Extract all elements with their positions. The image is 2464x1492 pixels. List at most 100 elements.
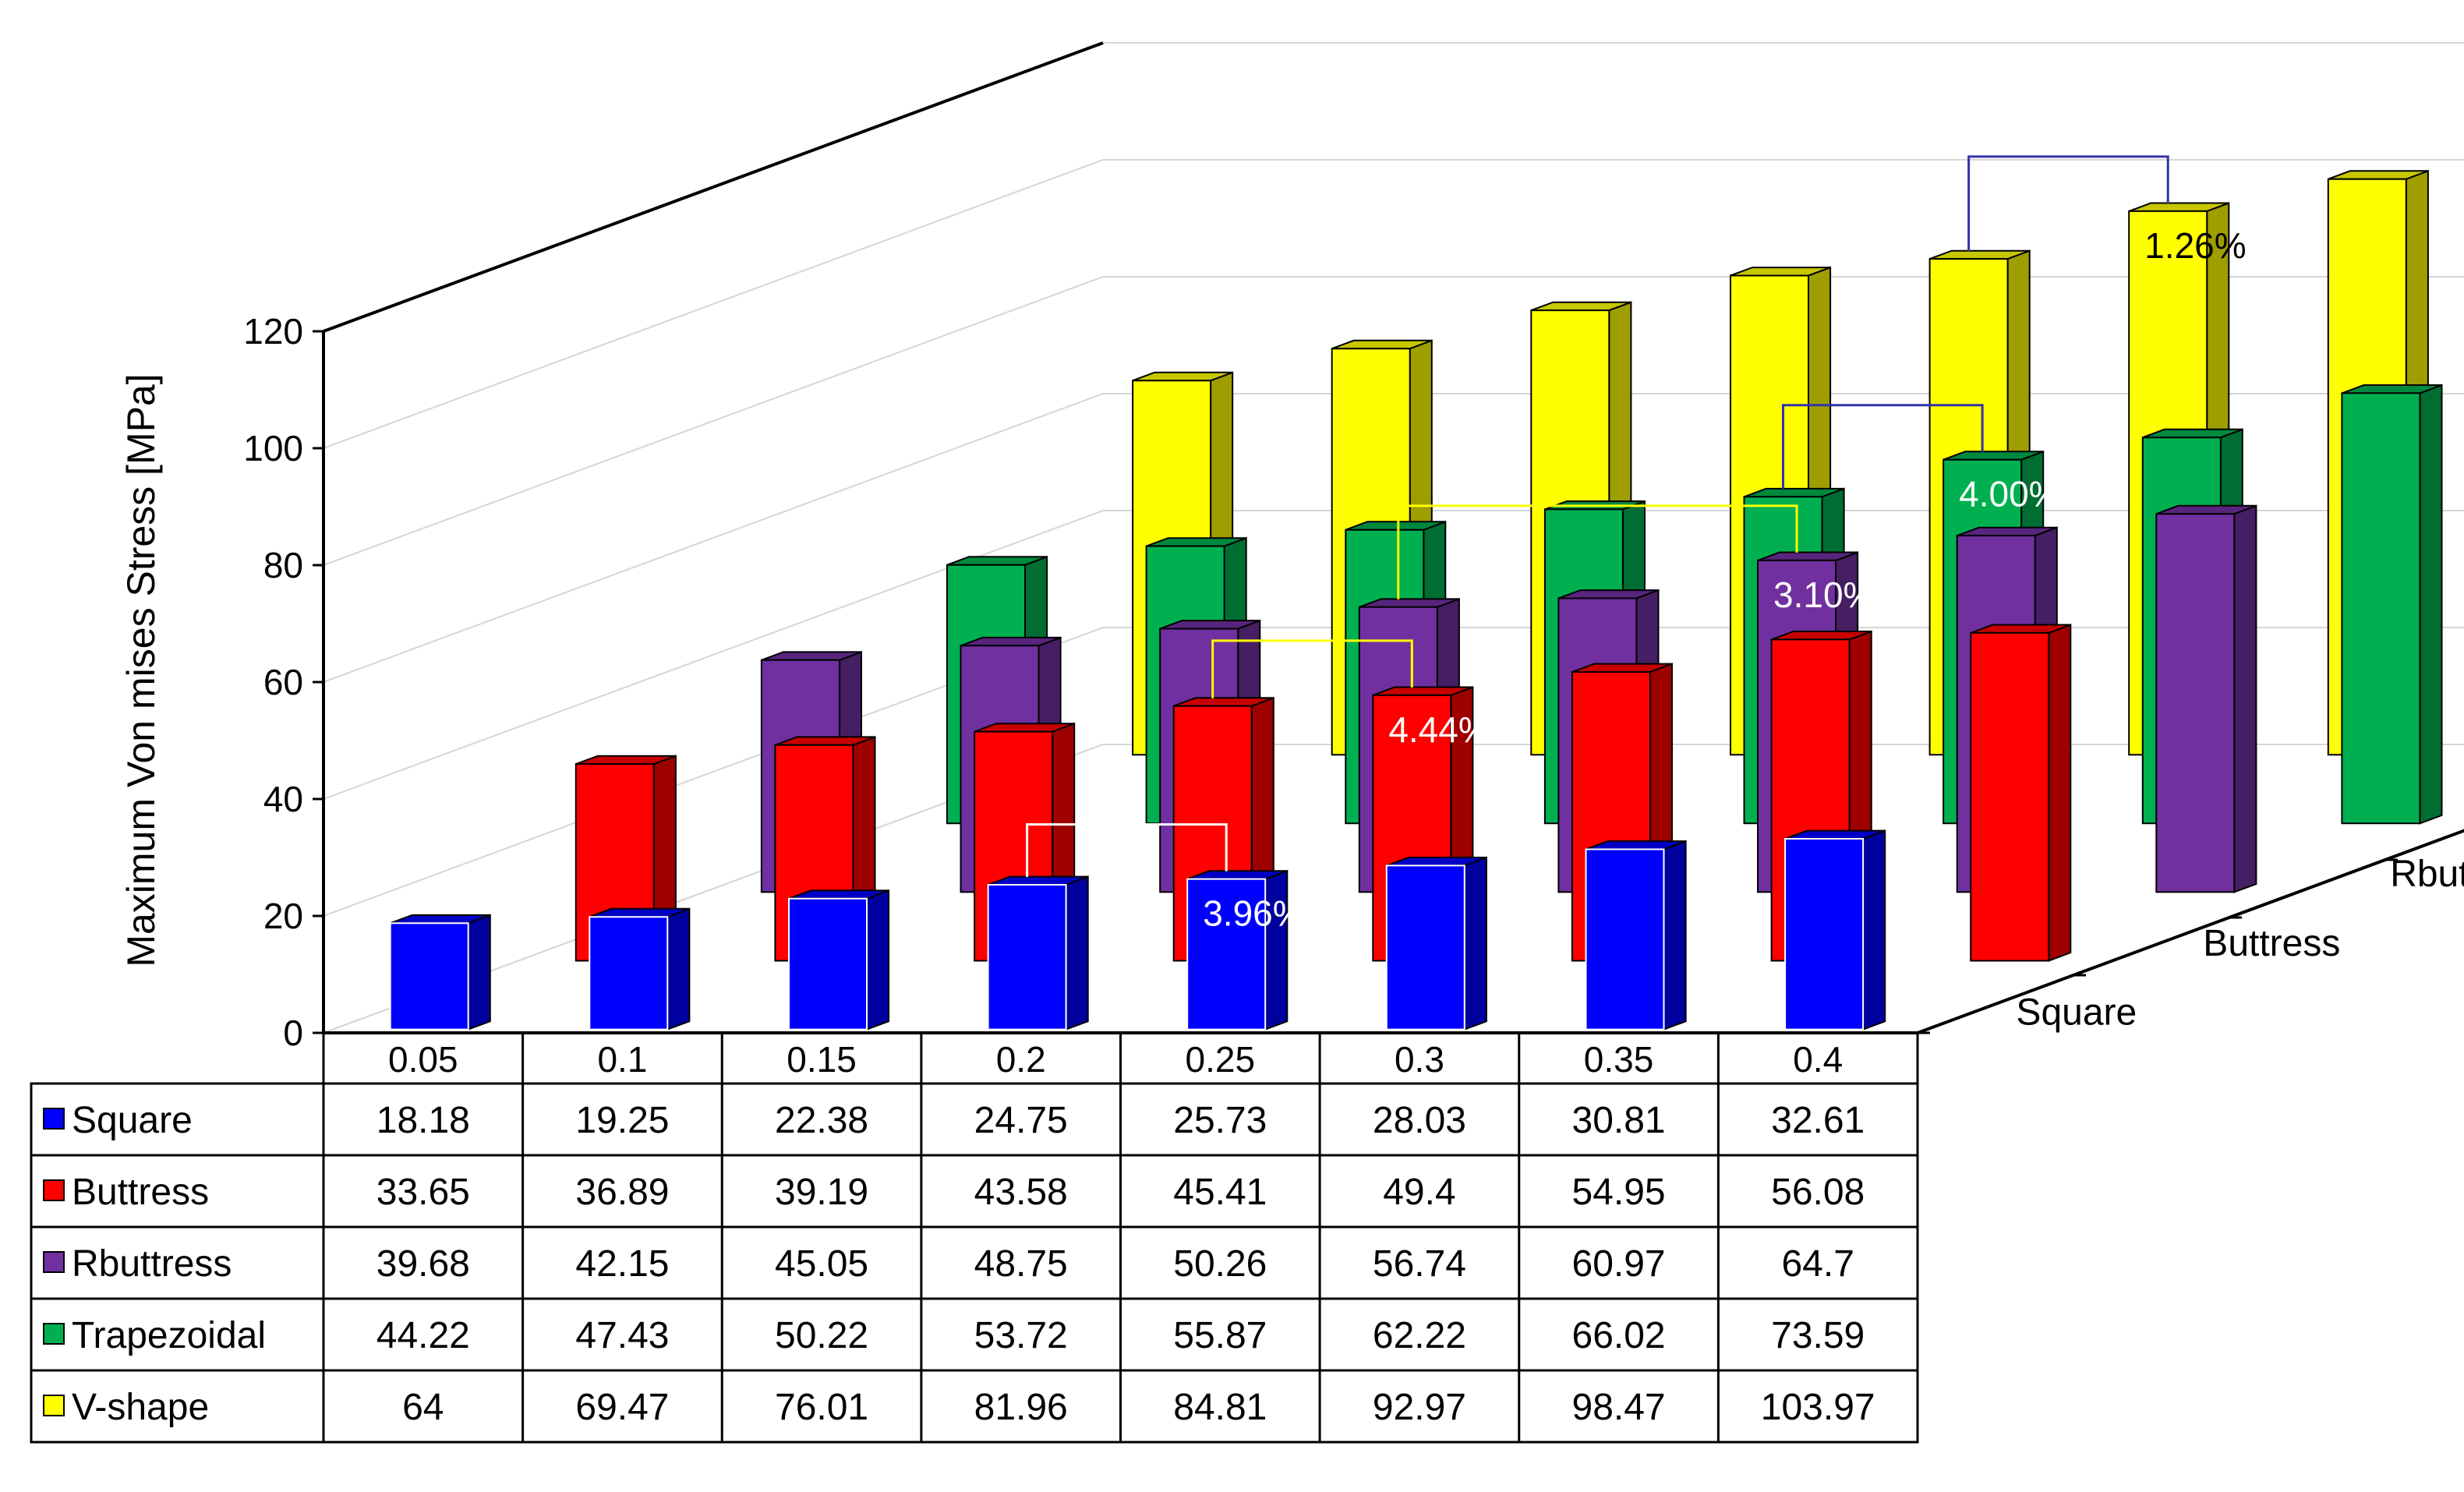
bar-front	[589, 916, 669, 1031]
depth-label-square: Square	[2016, 992, 2137, 1034]
bar-trapezoidal-0.4	[2341, 384, 2443, 825]
data-label: 22.38	[775, 1100, 868, 1141]
legend-key-buttress	[43, 1179, 65, 1201]
data-label: 49.4	[1383, 1172, 1455, 1213]
legend-key-v-shape	[43, 1395, 65, 1416]
bar-square-0.4	[1784, 829, 1886, 1031]
bar-side	[1663, 840, 1687, 1031]
bar-side	[1862, 829, 1886, 1031]
data-label: 76.01	[775, 1387, 868, 1428]
bar-side	[2048, 624, 2072, 962]
data-label: 45.41	[1173, 1172, 1267, 1213]
data-label: 48.75	[974, 1243, 1068, 1285]
legend-label: Trapezoidal	[72, 1315, 266, 1356]
depth-label-rbuttress: Rbuttress	[2390, 854, 2464, 895]
data-label: 64.7	[1781, 1243, 1854, 1285]
y-tick-label: 40	[263, 779, 303, 819]
bar-front	[2155, 513, 2236, 893]
bar-square-0.35	[1585, 840, 1687, 1031]
data-label: 64	[402, 1387, 444, 1428]
annotation-buttress: 4.44%	[1211, 639, 1490, 750]
data-label: 45.05	[775, 1243, 868, 1285]
bar-buttress-0.4	[1970, 624, 2072, 962]
top-wall-edge	[323, 41, 1104, 333]
x-category-label: 0.05	[388, 1039, 458, 1080]
annotation-label: 1.26%	[2144, 225, 2246, 266]
bar-side	[666, 907, 691, 1031]
annotation-label: 4.44%	[1388, 709, 1490, 750]
bar-square-0.2	[987, 875, 1089, 1031]
data-label: 66.02	[1572, 1315, 1666, 1356]
data-label: 43.58	[974, 1172, 1068, 1213]
annotation-v-shape: 1.26%	[1967, 155, 2247, 266]
y-axis-label: Maximum Von mises Stress [MPa]	[119, 373, 163, 967]
data-label: 103.97	[1761, 1387, 1875, 1428]
annotation-trapezoidal: 4.00%	[1782, 404, 2061, 514]
y-tick-label: 80	[263, 545, 303, 585]
annotation-rbuttress: 3.10%	[1397, 504, 1875, 615]
data-label: 53.72	[974, 1315, 1068, 1356]
depth-axis-line	[1917, 829, 2464, 1034]
annotation-bracket	[1967, 155, 2169, 252]
annotation-bracket	[1211, 639, 1413, 698]
data-label: 92.97	[1373, 1387, 1466, 1428]
data-label: 30.81	[1572, 1100, 1666, 1141]
bar-side	[2233, 504, 2257, 893]
data-table: 0.05 0.1 0.15 0.2 0.25 0.3 0.35 0.4 Square 18.18 1…	[30, 1033, 1919, 1444]
data-label: 62.22	[1373, 1315, 1466, 1356]
data-label: 56.74	[1373, 1243, 1466, 1285]
x-category-label: 0.3	[1395, 1039, 1444, 1080]
data-label: 84.81	[1173, 1387, 1267, 1428]
bar-side	[1065, 875, 1089, 1031]
bar-square-0.3	[1385, 856, 1487, 1031]
data-label: 33.65	[376, 1172, 470, 1213]
legend-label: Square	[72, 1100, 193, 1141]
data-label: 24.75	[974, 1100, 1068, 1141]
bar-side	[2419, 384, 2443, 825]
data-label: 81.96	[974, 1387, 1068, 1428]
bar-side	[866, 889, 890, 1031]
bar-front	[2341, 392, 2421, 825]
data-label: 73.59	[1771, 1315, 1865, 1356]
legend-label: Rbuttress	[72, 1243, 232, 1285]
bar-rbuttress-0.4	[2155, 504, 2257, 893]
legend-key-rbuttress	[43, 1251, 65, 1273]
data-label: 56.08	[1771, 1172, 1865, 1213]
bar-square-0.1	[589, 907, 691, 1031]
annotation-label: 3.10%	[1773, 575, 1875, 615]
data-label: 54.95	[1572, 1172, 1666, 1213]
data-label: 47.43	[575, 1315, 669, 1356]
x-category-label: 0.25	[1186, 1039, 1256, 1080]
data-label: 25.73	[1173, 1100, 1267, 1141]
annotation-bracket	[1782, 404, 1984, 490]
legend-key-square	[43, 1108, 65, 1130]
data-label: 32.61	[1771, 1100, 1865, 1141]
data-label: 60.97	[1572, 1243, 1666, 1285]
data-label: 39.19	[775, 1172, 868, 1213]
data-label: 44.22	[376, 1315, 470, 1356]
legend-key-trapezoidal	[43, 1323, 65, 1345]
data-label: 98.47	[1572, 1387, 1666, 1428]
y-tick-label: 20	[263, 896, 303, 936]
data-label: 50.26	[1173, 1243, 1267, 1285]
annotation-label: 4.00%	[1959, 474, 2060, 514]
x-category-label: 0.4	[1793, 1039, 1843, 1080]
data-label: 18.18	[376, 1100, 470, 1141]
y-tick-label: 100	[243, 428, 303, 468]
bar-front	[389, 922, 469, 1031]
bar-front	[1970, 631, 2050, 962]
x-category-label: 0.15	[787, 1039, 857, 1080]
data-label: 36.89	[575, 1172, 669, 1213]
annotation-label: 3.96%	[1203, 893, 1304, 934]
data-label: 55.87	[1173, 1315, 1267, 1356]
data-label: 50.22	[775, 1315, 868, 1356]
bar-front	[1186, 878, 1267, 1031]
x-category-label: 0.35	[1584, 1039, 1654, 1080]
depth-axis-labels: SquareButtressRbuttressTrapezoidalTriang…	[2016, 854, 2464, 1034]
bar-square-0.15	[788, 889, 890, 1031]
legend-label: V-shape	[72, 1387, 209, 1428]
annotation-bracket	[1026, 823, 1228, 877]
annotations: 1.26% 4.00% 3.10% 4.44% 3.96%	[1026, 155, 2247, 934]
y-tick-label: 120	[243, 311, 303, 352]
